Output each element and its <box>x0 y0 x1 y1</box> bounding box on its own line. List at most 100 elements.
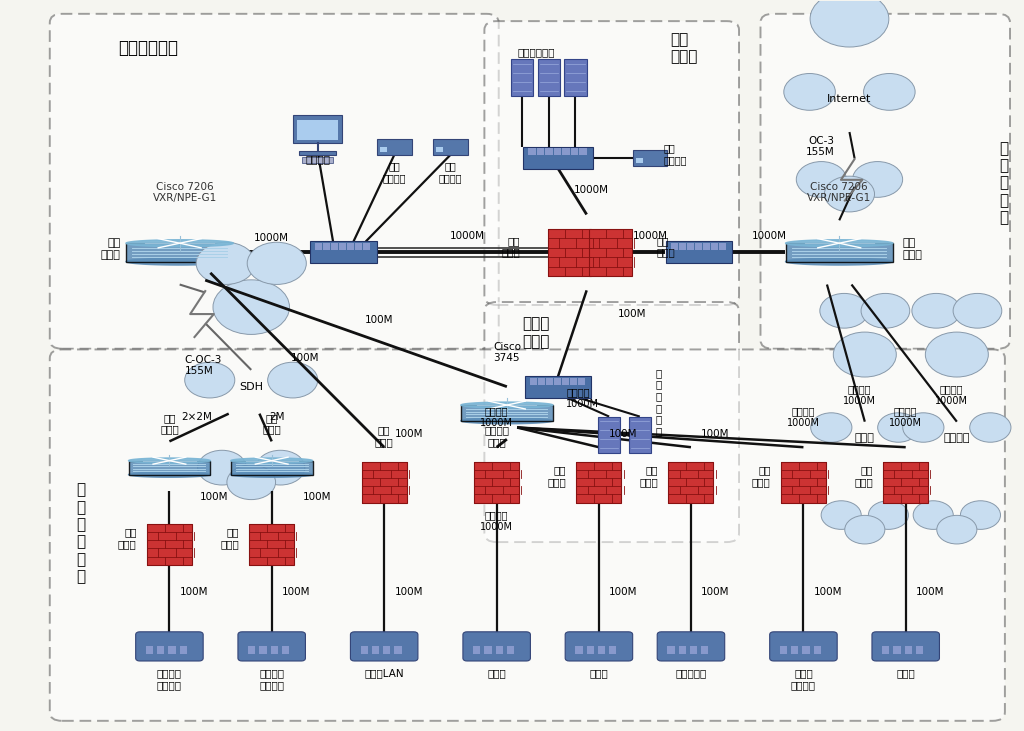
Text: 100M: 100M <box>701 588 730 597</box>
FancyBboxPatch shape <box>872 632 939 661</box>
FancyBboxPatch shape <box>474 462 519 503</box>
Text: 边缘
路由器: 边缘 路由器 <box>902 238 923 260</box>
FancyBboxPatch shape <box>484 302 739 542</box>
Circle shape <box>913 501 953 529</box>
FancyBboxPatch shape <box>785 243 893 262</box>
Circle shape <box>247 242 306 284</box>
FancyBboxPatch shape <box>538 59 560 96</box>
FancyBboxPatch shape <box>484 21 739 305</box>
Bar <box>168 646 175 654</box>
Text: 100M: 100M <box>609 588 638 597</box>
Bar <box>679 243 686 250</box>
Polygon shape <box>126 258 233 265</box>
Circle shape <box>227 465 275 499</box>
Text: 核心
路由器: 核心 路由器 <box>100 238 121 260</box>
FancyBboxPatch shape <box>377 139 412 155</box>
Bar <box>701 646 709 654</box>
Circle shape <box>961 501 1000 529</box>
Text: 100M: 100M <box>609 429 638 439</box>
Text: Cisco
3745: Cisco 3745 <box>493 341 521 363</box>
Bar <box>598 646 605 654</box>
Bar <box>792 646 799 654</box>
FancyBboxPatch shape <box>564 59 587 96</box>
FancyBboxPatch shape <box>548 229 591 276</box>
FancyBboxPatch shape <box>666 241 732 263</box>
Bar <box>380 148 387 153</box>
FancyBboxPatch shape <box>135 632 203 661</box>
Text: 部内会议组: 部内会议组 <box>676 668 707 678</box>
Polygon shape <box>461 402 553 408</box>
Text: 节点
路由器: 节点 路由器 <box>262 413 281 435</box>
Bar <box>554 377 561 385</box>
Text: 2M: 2M <box>269 412 285 422</box>
Bar <box>668 646 675 654</box>
Bar <box>507 646 514 654</box>
Circle shape <box>198 450 247 485</box>
Text: 千兆
安全审计: 千兆 安全审计 <box>664 143 687 164</box>
Text: 100M: 100M <box>814 588 842 597</box>
Bar <box>145 646 153 654</box>
Text: 100M: 100M <box>291 353 319 363</box>
Circle shape <box>810 0 889 47</box>
Bar <box>904 646 911 654</box>
Text: 2×2M: 2×2M <box>181 412 212 422</box>
FancyBboxPatch shape <box>230 461 312 474</box>
Bar <box>270 646 278 654</box>
FancyBboxPatch shape <box>293 115 342 143</box>
FancyBboxPatch shape <box>511 59 534 96</box>
Text: 应用服务器群: 应用服务器群 <box>517 47 555 57</box>
FancyBboxPatch shape <box>238 632 305 661</box>
Text: 规划组: 规划组 <box>590 668 608 678</box>
Polygon shape <box>126 240 233 246</box>
FancyBboxPatch shape <box>50 14 499 349</box>
Circle shape <box>213 280 290 334</box>
Text: 1000M: 1000M <box>633 231 668 241</box>
Bar <box>372 646 379 654</box>
Text: 100M: 100M <box>365 314 393 325</box>
Polygon shape <box>230 472 312 477</box>
Circle shape <box>863 74 915 110</box>
Bar <box>331 243 338 250</box>
FancyBboxPatch shape <box>589 229 632 276</box>
Bar <box>570 148 579 156</box>
Bar <box>259 646 266 654</box>
Text: 管理中心: 管理中心 <box>305 154 330 164</box>
Text: 互
联
网
接
入: 互 联 网 接 入 <box>998 141 1008 225</box>
Text: 业务网核心层: 业务网核心层 <box>119 39 178 57</box>
FancyBboxPatch shape <box>781 462 826 503</box>
Text: 多模光纤
1000M: 多模光纤 1000M <box>566 387 599 409</box>
Text: 1000M: 1000M <box>573 186 608 195</box>
Text: 100M: 100M <box>200 492 228 501</box>
Bar <box>282 646 289 654</box>
FancyBboxPatch shape <box>770 632 838 661</box>
Circle shape <box>845 515 885 544</box>
Circle shape <box>953 293 1001 328</box>
Bar <box>546 148 553 156</box>
Bar <box>473 646 480 654</box>
Text: 节点
防火墙: 节点 防火墙 <box>854 466 873 487</box>
Text: 单模光纤
1000M: 单模光纤 1000M <box>480 510 513 531</box>
Circle shape <box>184 363 234 398</box>
Circle shape <box>853 162 902 197</box>
Bar <box>687 243 694 250</box>
Bar <box>529 377 537 385</box>
Text: 三里河
事业单位: 三里河 事业单位 <box>791 668 816 690</box>
Text: 1000M: 1000M <box>450 231 485 241</box>
Circle shape <box>912 293 961 328</box>
Text: 在京直属
事业单位: 在京直属 事业单位 <box>157 668 182 690</box>
Bar <box>484 646 492 654</box>
FancyBboxPatch shape <box>565 632 633 661</box>
Text: 多模光纤
1000M: 多模光纤 1000M <box>480 406 513 428</box>
Text: 单模光纤
1000M: 单模光纤 1000M <box>935 384 969 406</box>
Bar <box>528 148 536 156</box>
FancyBboxPatch shape <box>524 376 591 398</box>
Bar <box>719 243 726 250</box>
FancyBboxPatch shape <box>669 462 714 503</box>
FancyBboxPatch shape <box>884 462 928 503</box>
FancyBboxPatch shape <box>633 150 668 166</box>
Text: 单模光纤
1000M: 单模光纤 1000M <box>843 384 877 406</box>
FancyBboxPatch shape <box>50 349 1005 721</box>
Text: 100M: 100M <box>179 588 208 597</box>
Polygon shape <box>461 418 553 424</box>
Circle shape <box>861 293 909 328</box>
